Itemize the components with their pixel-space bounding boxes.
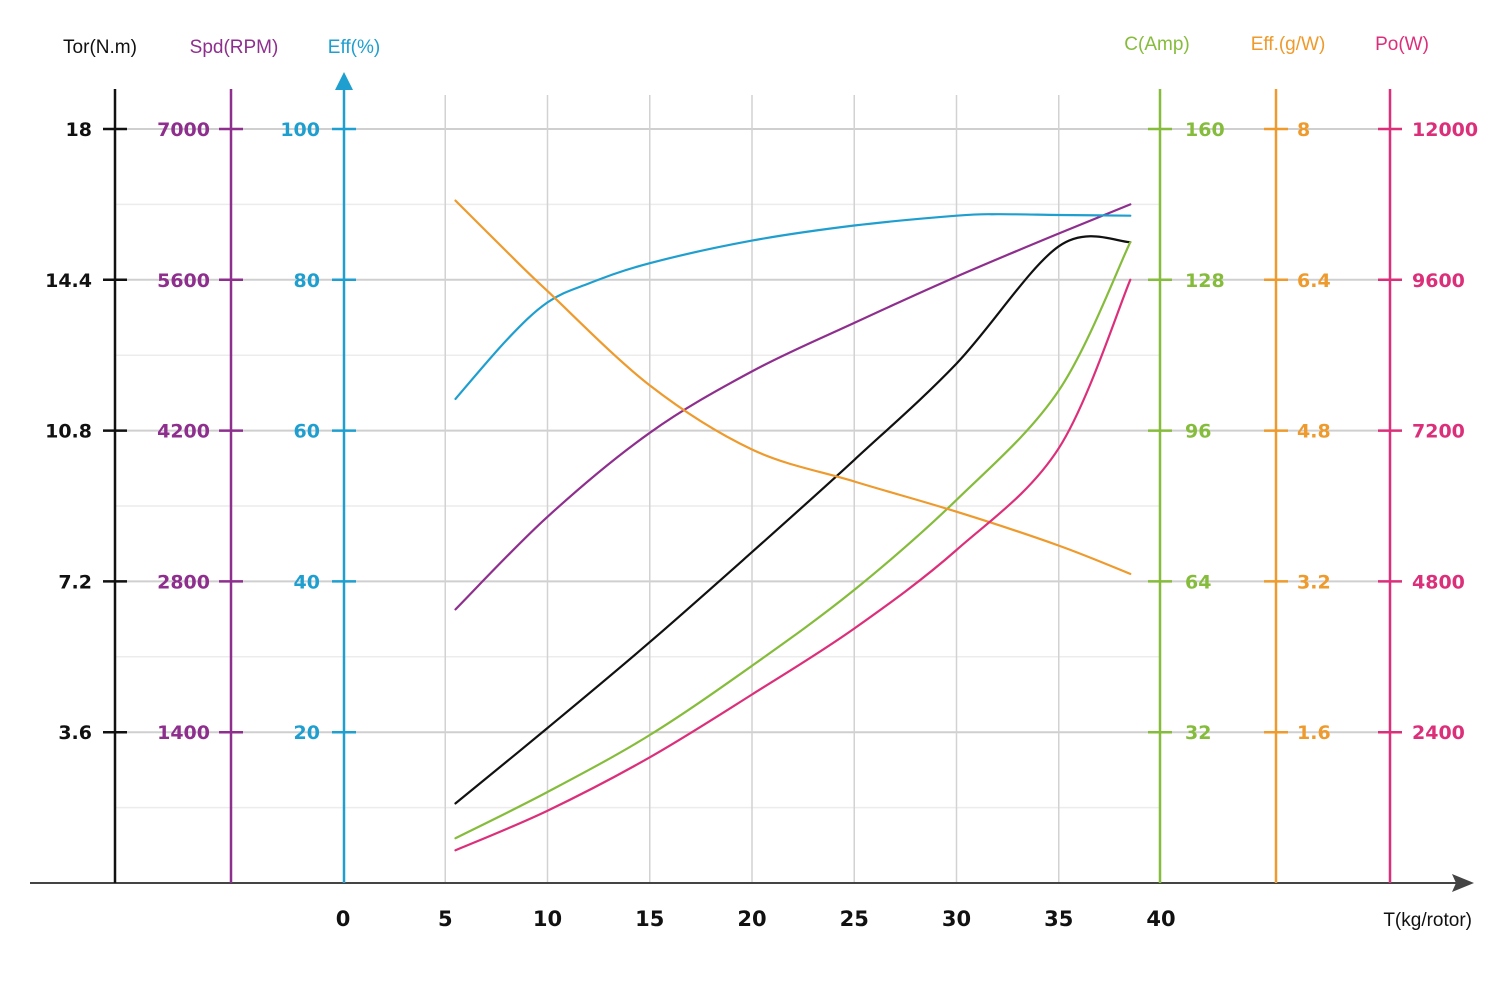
y-tick-label-pow: 7200 [1412, 421, 1465, 443]
x-tick-label: 10 [533, 907, 562, 931]
y-tick-label-eff: 100 [280, 119, 320, 141]
y-tick-label-spd: 7000 [157, 119, 210, 141]
x-tick-label: 20 [737, 907, 766, 931]
y-tick-label-cur: 96 [1185, 421, 1211, 443]
x-tick-label: 40 [1146, 907, 1175, 931]
y-tick-label-cur: 64 [1185, 571, 1211, 593]
y-tick-label-spd: 1400 [157, 722, 210, 744]
series-line-eff-g-w [454, 199, 1132, 575]
y-axis-title-effg: Eff.(g/W) [1251, 34, 1326, 55]
y-tick-label-effg: 4.8 [1297, 421, 1331, 443]
x-tick-label: 35 [1044, 907, 1073, 931]
y-tick-label-eff: 80 [294, 270, 320, 292]
y-tick-label-tor: 7.2 [58, 571, 92, 593]
y-tick-label-effg: 3.2 [1297, 571, 1331, 593]
y-tick-label-eff: 40 [294, 571, 320, 593]
series-line-torque [454, 235, 1132, 805]
x-tick-label: 15 [635, 907, 664, 931]
x-tick-label: 5 [438, 907, 453, 931]
x-tick-label: 25 [840, 907, 869, 931]
y-axis-title-cur: C(Amp) [1124, 34, 1189, 55]
y-tick-label-spd: 5600 [157, 270, 210, 292]
y-tick-label-tor: 10.8 [45, 421, 92, 443]
y-tick-label-tor: 18 [66, 119, 92, 141]
series-line-efficiency [454, 213, 1132, 400]
y-tick-label-cur: 160 [1185, 119, 1225, 141]
series-line-speed [454, 203, 1132, 611]
y-tick-label-effg: 6.4 [1297, 270, 1331, 292]
y-tick-label-pow: 12000 [1412, 119, 1478, 141]
y-tick-label-pow: 9600 [1412, 270, 1465, 292]
y-tick-label-pow: 2400 [1412, 722, 1465, 744]
y-axis-title-spd: Spd(RPM) [190, 37, 279, 58]
y-tick-label-tor: 3.6 [58, 722, 92, 744]
y-tick-label-cur: 128 [1185, 270, 1225, 292]
y-axis-title-eff: Eff(%) [328, 37, 380, 58]
x-tick-label: 0 [336, 907, 351, 931]
y-tick-label-cur: 32 [1185, 722, 1211, 744]
y-tick-label-tor: 14.4 [45, 270, 92, 292]
y-tick-label-eff: 60 [294, 421, 320, 443]
x-axis-title: T(kg/rotor) [1383, 910, 1472, 931]
y-tick-label-spd: 4200 [157, 421, 210, 443]
y-tick-label-pow: 4800 [1412, 571, 1465, 593]
y-tick-label-effg: 8 [1297, 119, 1310, 141]
y-tick-label-eff: 20 [294, 722, 320, 744]
y-axis-title-pow: Po(W) [1375, 34, 1429, 55]
x-axis-arrow-icon [1452, 874, 1474, 892]
x-tick-label: 30 [942, 907, 971, 931]
series-line-power [454, 278, 1132, 852]
series-line-current [454, 241, 1132, 840]
y-tick-label-effg: 1.6 [1297, 722, 1331, 744]
y-tick-label-spd: 2800 [157, 571, 210, 593]
eff-axis-arrow-icon [335, 72, 353, 90]
y-axis-title-tor: Tor(N.m) [63, 37, 137, 58]
